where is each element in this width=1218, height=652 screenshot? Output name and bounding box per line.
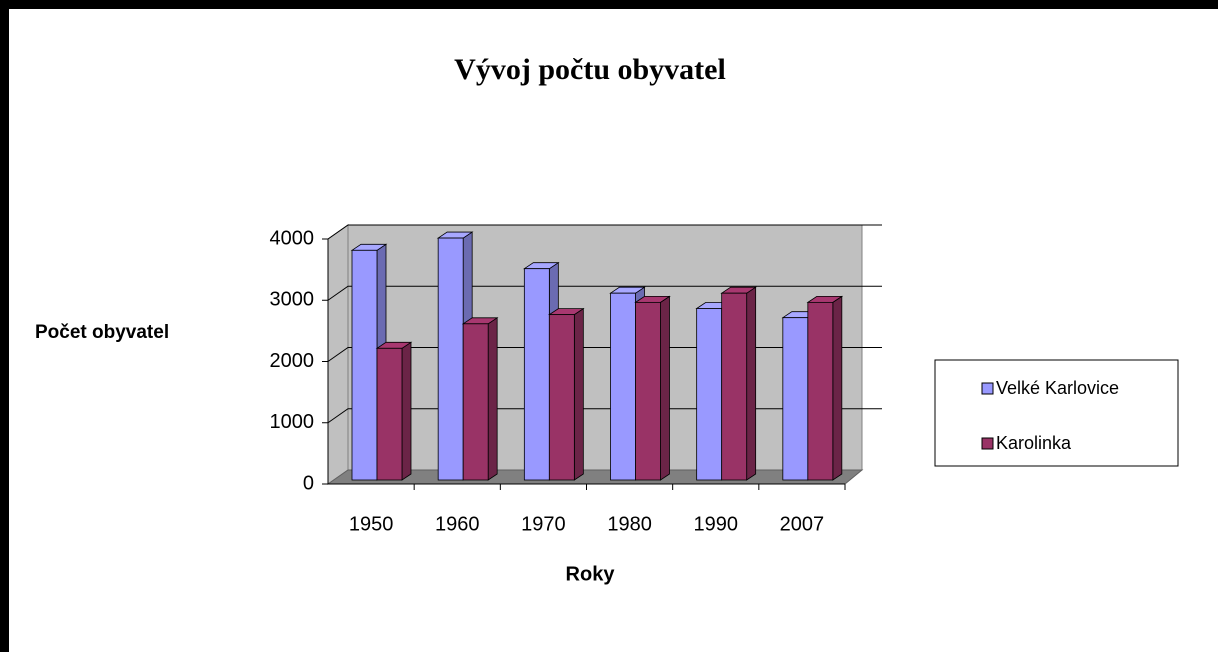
- x-tick-label: 1980: [607, 513, 652, 535]
- bar: [610, 292, 636, 481]
- legend-label: Velké Karlovice: [996, 378, 1119, 398]
- y-axis-label: Počet obyvatel: [35, 322, 169, 343]
- border-top: [0, 0, 1218, 9]
- bar-side: [487, 317, 498, 481]
- x-tick-label: 1970: [521, 513, 566, 535]
- bar-side: [832, 295, 843, 481]
- chart-title: Vývoj počtu obyvatel: [454, 53, 726, 86]
- bar: [782, 317, 809, 481]
- bar: [351, 249, 378, 481]
- bar: [721, 292, 748, 481]
- bar: [807, 301, 834, 481]
- x-tick-label: 1950: [349, 513, 394, 535]
- legend-swatch: [981, 437, 994, 450]
- bar-side: [660, 295, 670, 481]
- grid-line: [327, 285, 882, 301]
- x-tick-label: 1990: [694, 513, 739, 535]
- y-tick-label: 3000: [270, 289, 315, 311]
- x-axis-label: Roky: [566, 563, 616, 585]
- legend: [934, 359, 1179, 467]
- x-tick-label: 1960: [435, 513, 480, 535]
- bar: [635, 301, 661, 481]
- bar: [523, 268, 550, 481]
- bar-side: [573, 307, 584, 481]
- bar-side: [401, 341, 412, 481]
- y-tick-label: 4000: [270, 227, 315, 249]
- x-tick-label: 2007: [780, 513, 825, 535]
- bar: [696, 308, 723, 481]
- y-tick-label: 2000: [270, 350, 315, 372]
- bar: [462, 323, 489, 481]
- bar-side: [746, 286, 757, 481]
- y-tick-label: 0: [303, 472, 314, 494]
- border-left: [0, 0, 9, 652]
- bar: [437, 237, 464, 481]
- bar: [548, 314, 575, 481]
- legend-label: Karolinka: [996, 433, 1072, 453]
- y-tick-label: 1000: [270, 411, 315, 433]
- legend-swatch: [981, 382, 994, 395]
- grid-line: [327, 224, 882, 240]
- bar: [376, 347, 403, 481]
